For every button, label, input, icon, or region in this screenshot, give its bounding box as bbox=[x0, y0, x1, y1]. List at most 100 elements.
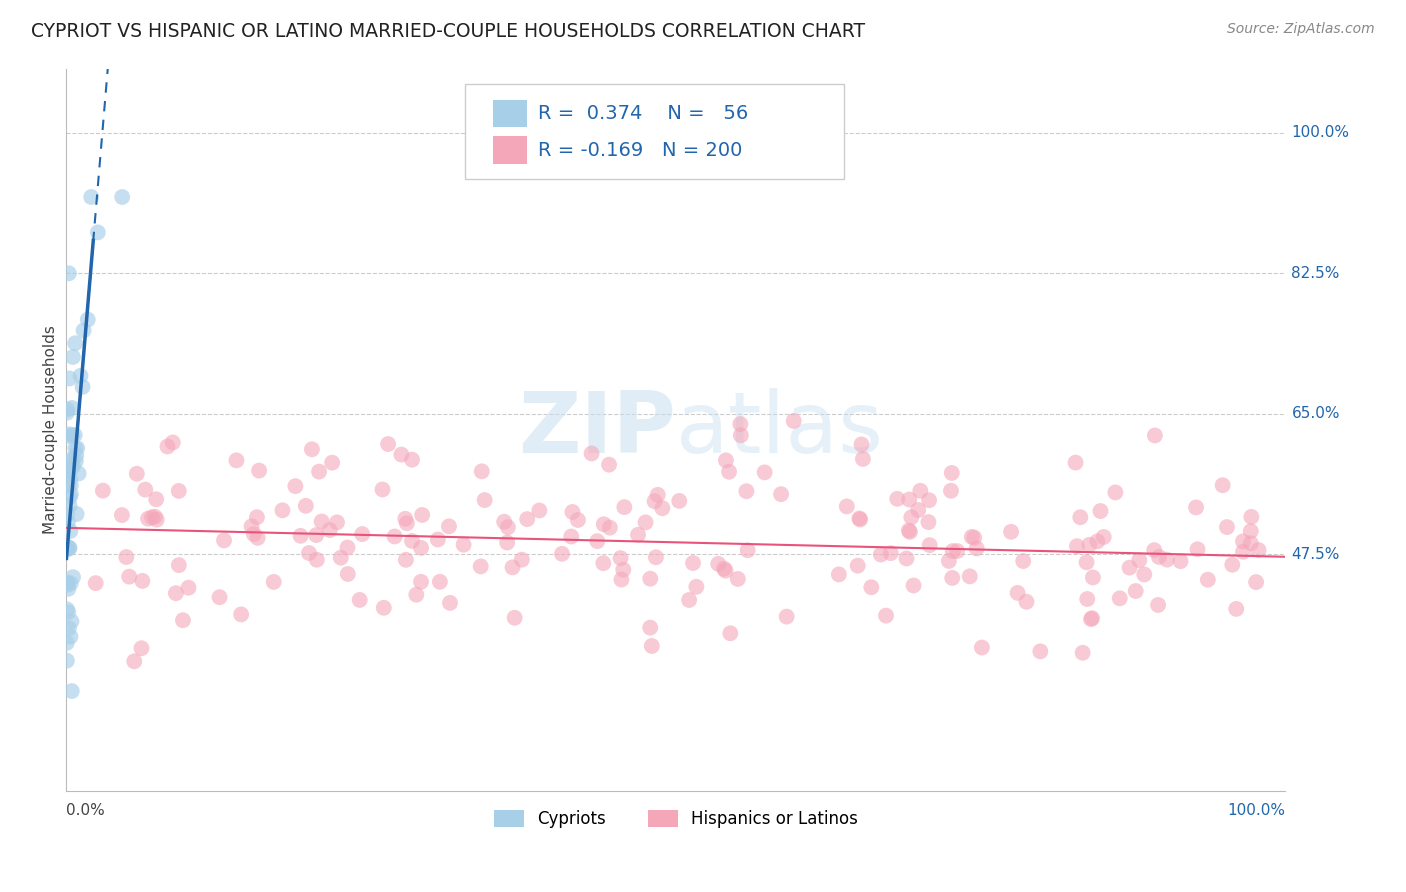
Point bbox=[409, 574, 432, 589]
Point bbox=[437, 519, 460, 533]
Point bbox=[896, 551, 918, 566]
Point bbox=[1118, 560, 1140, 574]
Point bbox=[900, 510, 922, 524]
Point bbox=[647, 488, 669, 502]
Point bbox=[453, 538, 475, 552]
Point bbox=[295, 499, 318, 513]
Point bbox=[63, 428, 86, 442]
Point bbox=[1216, 520, 1239, 534]
Point bbox=[959, 569, 981, 583]
Point bbox=[970, 640, 993, 655]
Point bbox=[66, 441, 89, 455]
Point bbox=[69, 368, 91, 383]
Point bbox=[58, 478, 80, 492]
Point bbox=[58, 371, 80, 385]
Point bbox=[59, 490, 82, 504]
Text: 100.0%: 100.0% bbox=[1292, 125, 1350, 140]
Point bbox=[860, 580, 883, 594]
Point bbox=[848, 511, 870, 525]
Point bbox=[551, 547, 574, 561]
Point bbox=[271, 503, 294, 517]
Point bbox=[560, 530, 582, 544]
Point bbox=[329, 550, 352, 565]
Point bbox=[405, 588, 427, 602]
Point bbox=[917, 515, 939, 529]
Point bbox=[1078, 538, 1101, 552]
Point bbox=[59, 487, 82, 501]
Point bbox=[1143, 543, 1166, 558]
Point bbox=[141, 510, 163, 524]
Point bbox=[55, 636, 77, 650]
Point bbox=[1128, 553, 1150, 567]
Point bbox=[1220, 558, 1243, 572]
Point bbox=[939, 483, 962, 498]
Point bbox=[640, 572, 662, 586]
Point bbox=[846, 558, 869, 573]
Point bbox=[58, 605, 80, 619]
Point bbox=[318, 523, 340, 537]
Point bbox=[851, 437, 873, 451]
Point bbox=[907, 503, 929, 517]
Point bbox=[1081, 570, 1104, 584]
Point bbox=[1212, 478, 1234, 492]
Point bbox=[963, 531, 986, 545]
Point bbox=[898, 492, 921, 507]
Point bbox=[58, 621, 80, 635]
Point bbox=[1232, 534, 1254, 549]
Point bbox=[942, 544, 965, 558]
Text: 82.5%: 82.5% bbox=[1292, 266, 1340, 281]
Point bbox=[125, 467, 148, 481]
Point bbox=[567, 513, 589, 527]
Point bbox=[373, 600, 395, 615]
Point bbox=[225, 453, 247, 467]
Text: 0.0%: 0.0% bbox=[66, 804, 105, 818]
Point bbox=[65, 507, 87, 521]
Point bbox=[111, 190, 134, 204]
Text: R =  0.374    N =   56: R = 0.374 N = 56 bbox=[538, 104, 748, 123]
Point bbox=[58, 541, 80, 555]
Point bbox=[56, 542, 79, 557]
Point bbox=[641, 639, 664, 653]
Point bbox=[880, 546, 903, 560]
Point bbox=[60, 615, 83, 629]
Point bbox=[1090, 504, 1112, 518]
Point bbox=[718, 626, 741, 640]
Point bbox=[1185, 500, 1208, 515]
Point bbox=[55, 464, 77, 478]
Point bbox=[714, 453, 737, 467]
Point bbox=[336, 541, 359, 555]
Point bbox=[1071, 646, 1094, 660]
Point bbox=[627, 528, 650, 542]
Point bbox=[1015, 595, 1038, 609]
Point bbox=[72, 323, 94, 337]
Point bbox=[377, 437, 399, 451]
Point bbox=[439, 596, 461, 610]
Point bbox=[167, 558, 190, 573]
Point bbox=[401, 452, 423, 467]
Point bbox=[62, 570, 84, 584]
Point bbox=[886, 491, 908, 506]
Point bbox=[290, 529, 312, 543]
Point bbox=[56, 515, 79, 529]
Point bbox=[1080, 612, 1102, 626]
Point bbox=[918, 493, 941, 508]
Point bbox=[165, 586, 187, 600]
Point bbox=[1156, 552, 1178, 566]
Point bbox=[58, 582, 80, 596]
Point bbox=[946, 544, 969, 558]
Point bbox=[62, 453, 84, 467]
Text: R = -0.169   N = 200: R = -0.169 N = 200 bbox=[538, 141, 742, 160]
FancyBboxPatch shape bbox=[494, 136, 527, 164]
Point bbox=[869, 548, 891, 562]
Point bbox=[352, 527, 374, 541]
Point bbox=[62, 350, 84, 364]
Point bbox=[835, 500, 858, 514]
Point bbox=[65, 448, 87, 462]
Point bbox=[67, 467, 90, 481]
Point bbox=[682, 556, 704, 570]
Point bbox=[707, 557, 730, 571]
Legend: Cypriots, Hispanics or Latinos: Cypriots, Hispanics or Latinos bbox=[488, 804, 865, 835]
Point bbox=[849, 512, 872, 526]
Point bbox=[510, 552, 533, 566]
Point bbox=[243, 527, 266, 541]
